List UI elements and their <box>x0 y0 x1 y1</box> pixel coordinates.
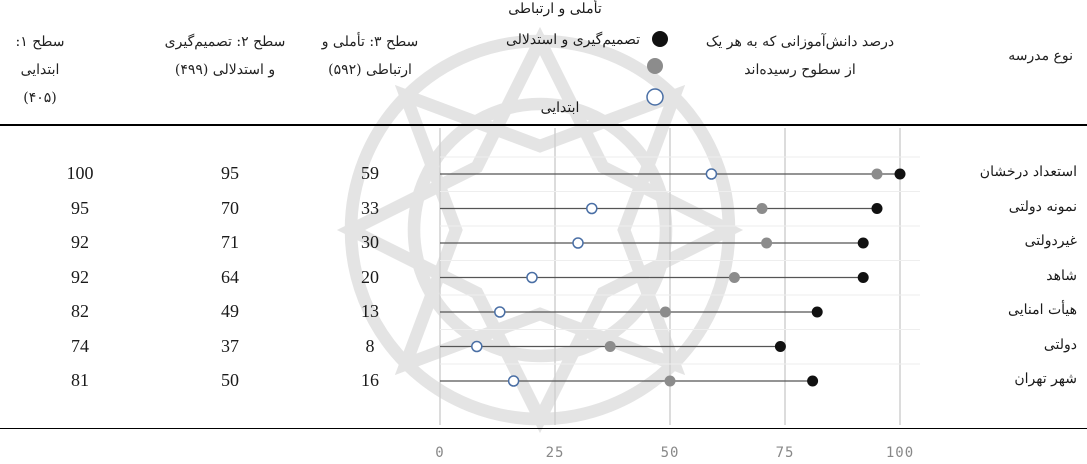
header-level3-line1: سطح ۳: تأملی و <box>321 34 419 50</box>
legend-label-decision: تصمیم‌گیری و استدلالی <box>505 32 640 48</box>
cell-level3: 8 <box>365 335 375 356</box>
cell-level2: 70 <box>221 197 239 218</box>
point-level2 <box>664 375 676 387</box>
header-school: نوع مدرسه <box>945 42 1085 70</box>
point-level2 <box>871 168 883 180</box>
point-level3 <box>507 375 520 387</box>
x-tick-label: 50 <box>661 445 680 461</box>
cell-level1: 82 <box>71 301 89 321</box>
cell-level1: 92 <box>71 266 89 287</box>
table-top-rule <box>0 124 1087 126</box>
header-level1-line1: سطح ۱: ابتدایی <box>15 34 65 78</box>
point-level1 <box>871 203 883 214</box>
header-level3-line2: ارتباطی (۵۹۲) <box>328 62 412 78</box>
school-type-label: نمونه دولتی <box>1008 198 1077 215</box>
header-level2-line2: و استدلالی (۴۹۹) <box>174 62 276 78</box>
point-level3 <box>471 340 483 353</box>
school-type-label: غیردولتی <box>1024 233 1077 249</box>
table-bottom-rule <box>0 428 1087 429</box>
point-level1 <box>857 237 869 249</box>
point-level3 <box>705 168 718 180</box>
school-type-label: شاهد <box>1046 267 1077 284</box>
cell-level3: 13 <box>361 301 379 321</box>
cell-level2: 50 <box>221 370 239 390</box>
cell-level1: 100 <box>66 163 94 183</box>
point-level1 <box>807 375 819 387</box>
point-level3 <box>494 306 506 318</box>
cell-level2: 95 <box>221 163 239 183</box>
cell-level3: 59 <box>361 163 379 183</box>
school-type-label: هیأت امنایی <box>1008 302 1077 318</box>
cell-level2: 71 <box>221 232 239 252</box>
school-type-label: دولتی <box>1043 336 1077 353</box>
legend-marker-reflective <box>652 31 668 47</box>
cell-level1: 74 <box>71 335 89 356</box>
header-school-label: نوع مدرسه <box>1008 48 1073 64</box>
header-chart-line1: درصد دانش‌آموزانی که به هر یک <box>705 34 895 50</box>
cell-level2: 37 <box>221 335 239 356</box>
x-tick-label: 75 <box>776 445 795 461</box>
legend-marker-decision <box>647 58 663 74</box>
header-level2: سطح ۲: تصمیم‌گیری و استدلالی (۴۹۹) <box>150 28 300 84</box>
cell-level3: 16 <box>361 370 379 390</box>
cell-level3: 20 <box>361 266 379 287</box>
point-level1 <box>774 341 786 352</box>
legend-label-reflective: تأملی و ارتباطی <box>508 1 602 17</box>
point-level1 <box>857 272 869 283</box>
header-chart: درصد دانش‌آموزانی که به هر یک از سطوح رس… <box>680 28 920 84</box>
x-tick-label: 100 <box>886 445 914 461</box>
cell-level2: 64 <box>221 266 239 287</box>
point-level1 <box>811 306 823 318</box>
legend-marker-elementary <box>646 88 664 106</box>
point-level3 <box>586 202 598 215</box>
point-level2 <box>659 306 671 318</box>
school-type-label: استعداد درخشان <box>979 164 1077 180</box>
cell-level3: 30 <box>361 232 379 252</box>
header-chart-line2: از سطوح رسیده‌اند <box>744 62 856 78</box>
point-level3 <box>526 271 538 284</box>
x-tick-label: 0 <box>435 445 444 461</box>
point-level2 <box>761 237 773 249</box>
cell-level2: 49 <box>221 301 239 321</box>
point-level2 <box>728 272 740 283</box>
x-tick-label: 25 <box>546 445 565 461</box>
cell-level1: 95 <box>71 197 89 218</box>
cell-level1: 81 <box>71 370 89 390</box>
cell-level1: 92 <box>71 232 89 252</box>
header-level1-line2: (۴۰۵) <box>23 90 57 106</box>
legend-label-elementary: ابتدایی <box>540 100 580 116</box>
point-level3 <box>572 237 584 249</box>
point-level2 <box>756 203 768 214</box>
header-level1: سطح ۱: ابتدایی (۴۰۵) <box>0 28 80 112</box>
school-type-label: شهر تهران <box>1014 371 1077 387</box>
header-level3: سطح ۳: تأملی و ارتباطی (۵۹۲) <box>300 28 440 84</box>
header-level2-line1: سطح ۲: تصمیم‌گیری <box>164 34 286 50</box>
point-level2 <box>604 341 616 352</box>
point-level1 <box>894 168 906 180</box>
cell-level3: 33 <box>361 197 379 218</box>
